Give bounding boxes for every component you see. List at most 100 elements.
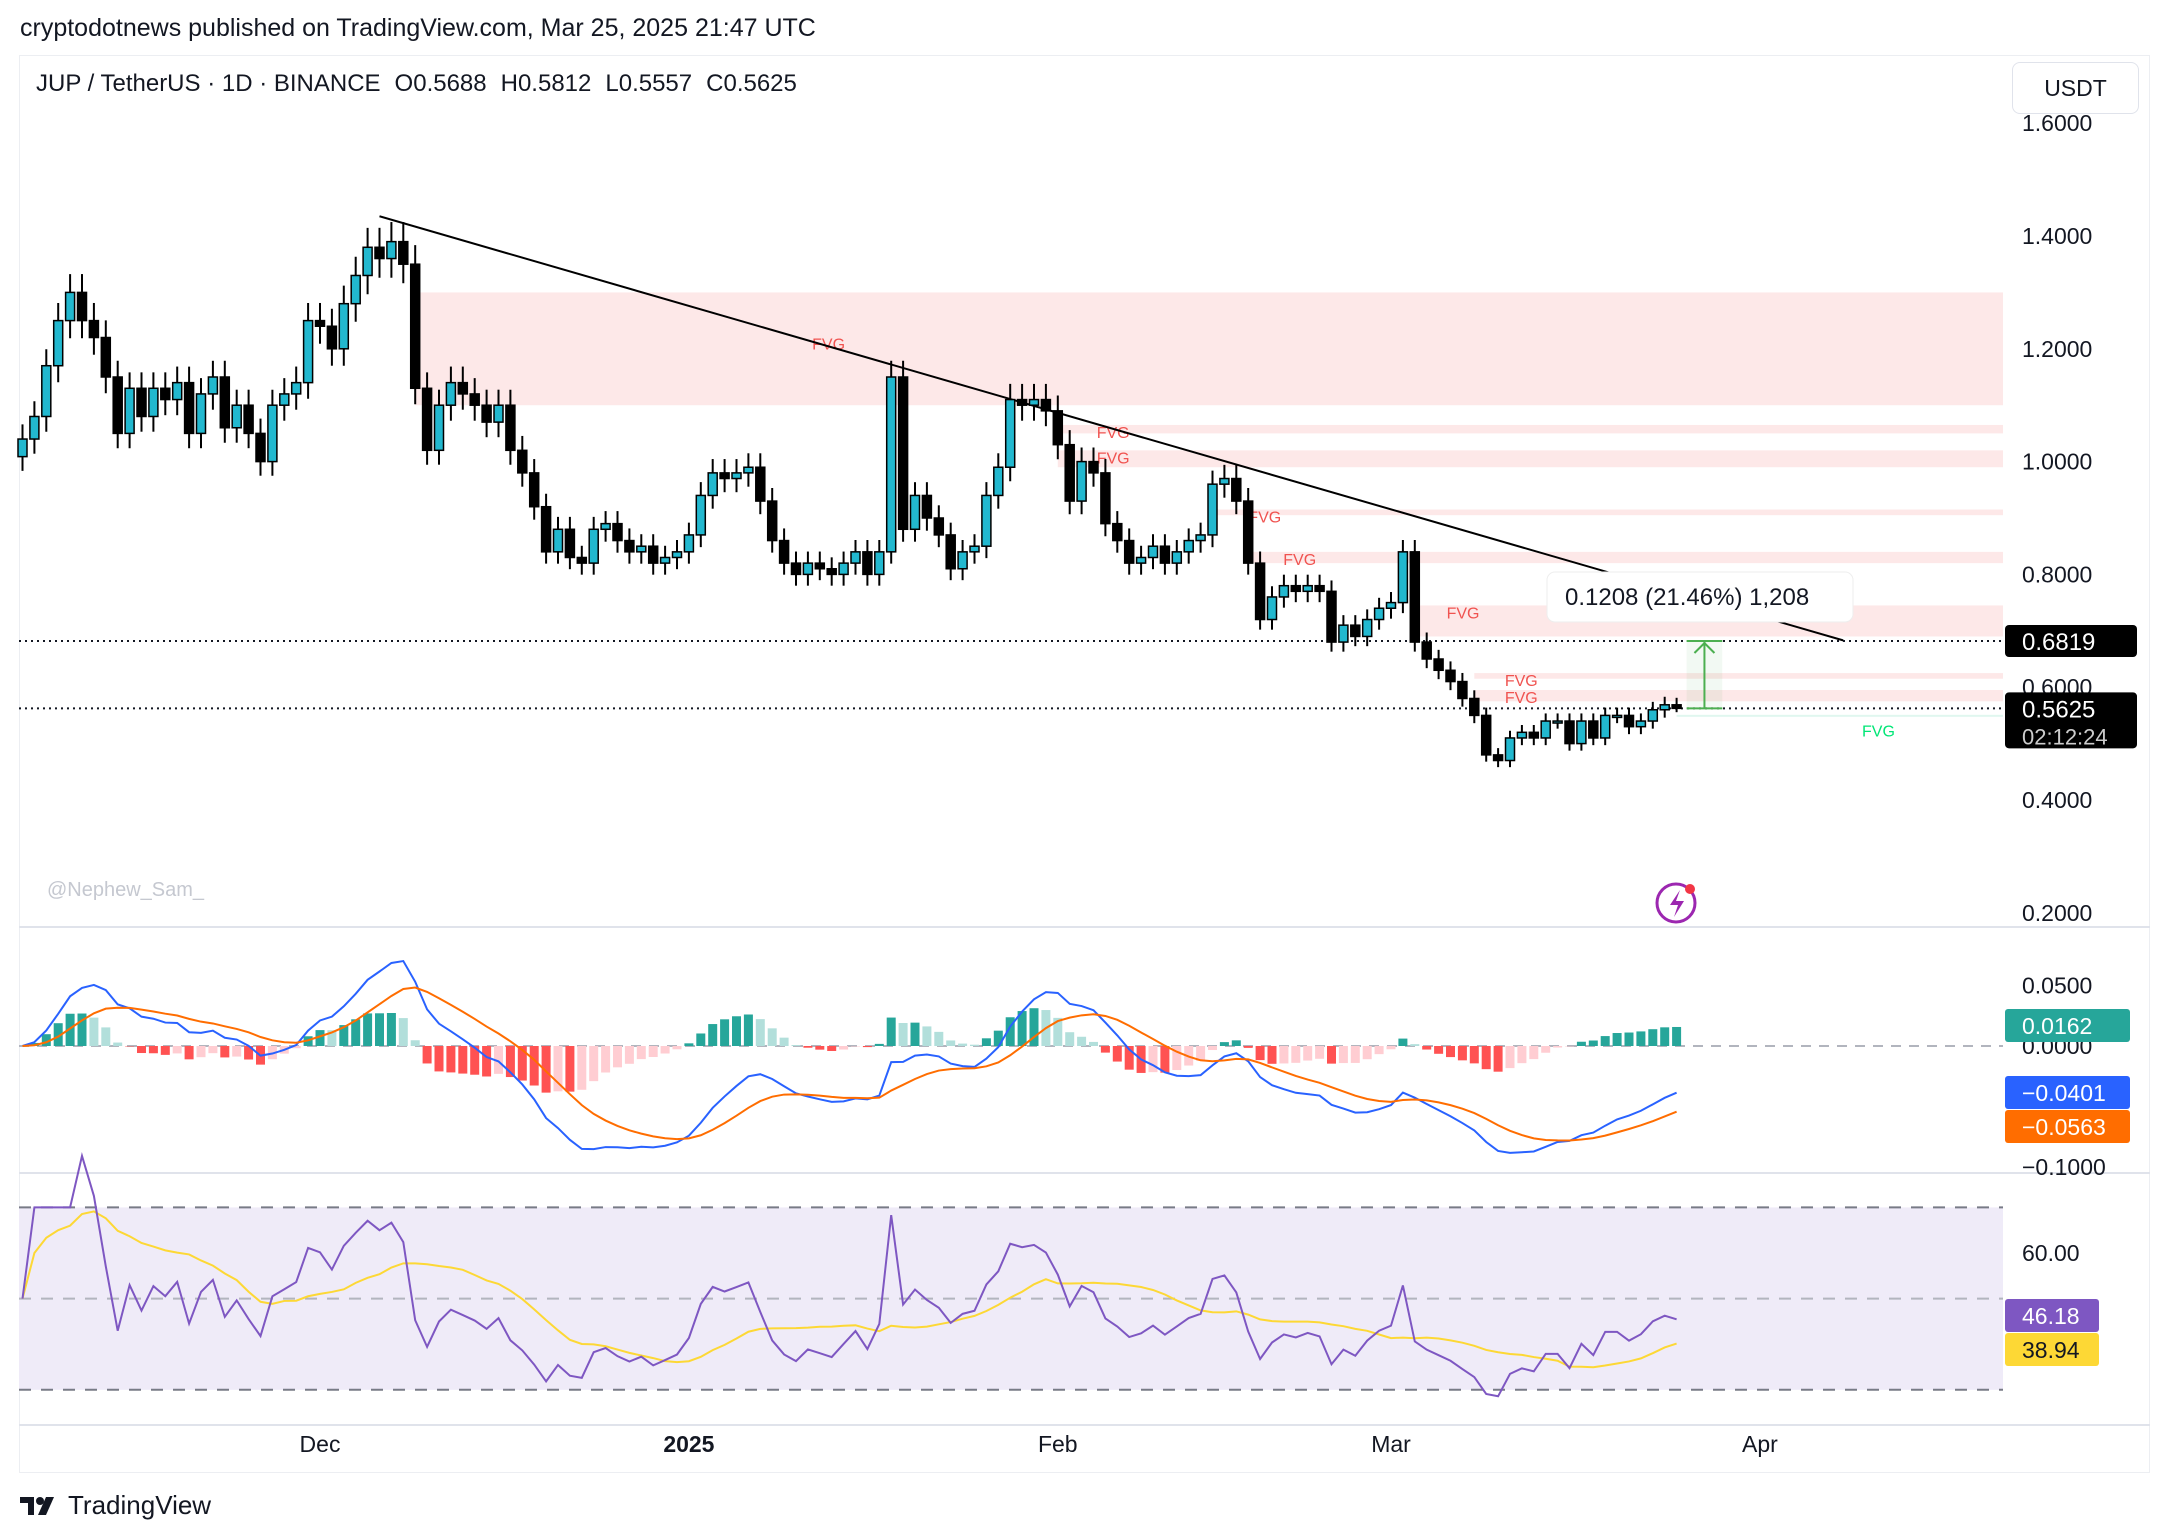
macd-histogram-bar xyxy=(101,1027,111,1046)
macd-histogram-bar xyxy=(375,1013,384,1046)
macd-histogram-bar xyxy=(839,1046,849,1050)
candle-body xyxy=(445,381,457,406)
candle-body xyxy=(1599,714,1611,739)
macd-histogram-bar xyxy=(315,1030,325,1046)
candle-body xyxy=(1516,731,1528,739)
candle-body xyxy=(1635,720,1647,728)
time-tick-label: Feb xyxy=(1038,1431,1078,1457)
candle-body xyxy=(481,404,492,423)
macd-histogram-bar xyxy=(1100,1046,1110,1053)
candle-body xyxy=(1088,460,1099,474)
candle-body xyxy=(1254,562,1266,621)
tradingview-footer[interactable]: TradingView xyxy=(20,1490,211,1521)
price-tick-label: 1.6000 xyxy=(2022,110,2092,136)
macd-histogram-bar xyxy=(1553,1046,1563,1048)
open-value: O0.5688 xyxy=(394,70,487,97)
rsi-tick-label: 60.00 xyxy=(2022,1240,2080,1266)
macd-histogram-bar xyxy=(41,1034,51,1046)
macd-histogram-bar xyxy=(244,1046,254,1060)
symbol-label[interactable]: JUP / TetherUS · 1D · BINANCE xyxy=(36,70,381,97)
macd-histogram-bar xyxy=(898,1023,908,1046)
candle-body xyxy=(1350,624,1361,638)
candle-body xyxy=(933,517,945,536)
macd-histogram-bar xyxy=(1600,1036,1610,1046)
candle-body xyxy=(719,472,730,480)
macd-histogram-bar xyxy=(958,1043,968,1046)
candle-body xyxy=(1611,714,1623,719)
macd-histogram-bar xyxy=(1386,1046,1396,1050)
publisher-caption: cryptodotnews published on TradingView.c… xyxy=(20,14,816,42)
price-line-value: 0.5625 xyxy=(2022,696,2095,723)
currency-button[interactable]: USDT xyxy=(2012,62,2139,114)
candle-body xyxy=(1195,534,1206,542)
fvg-label: FVG xyxy=(1248,510,1281,527)
macd-histogram-bar xyxy=(77,1013,87,1046)
candle-body xyxy=(981,494,992,547)
candle-body xyxy=(1433,658,1444,672)
lightning-icon xyxy=(1655,882,1697,924)
price-tick-label: 1.0000 xyxy=(2022,449,2092,475)
time-tick-label: Apr xyxy=(1742,1431,1778,1457)
price-tick-label: 0.4000 xyxy=(2022,787,2092,813)
price-tick-label: 0.2000 xyxy=(2022,900,2092,926)
rsi-ma-line xyxy=(21,1210,1677,1369)
candle-body xyxy=(1445,669,1456,683)
candle-body xyxy=(1290,584,1302,593)
candle-body xyxy=(921,494,933,519)
fvg-label: FVG xyxy=(1862,723,1895,740)
candle-body xyxy=(1278,584,1290,598)
macd-tick-label: 0.0500 xyxy=(2022,973,2092,999)
macd-histogram-bar xyxy=(1029,1008,1039,1046)
candle-body xyxy=(885,376,897,553)
candle-body xyxy=(671,551,683,559)
candle-body xyxy=(743,466,754,474)
macd-histogram-bar xyxy=(1017,1011,1027,1046)
macd-histogram-bar xyxy=(351,1019,361,1046)
candle-body xyxy=(862,551,873,576)
macd-histogram-bar xyxy=(1457,1046,1467,1061)
low-value: L0.5557 xyxy=(605,70,693,97)
macd-histogram-bar xyxy=(505,1046,515,1078)
macd-histogram-bar xyxy=(1124,1046,1134,1070)
macd-histogram-bar xyxy=(1208,1046,1217,1051)
macd-histogram-bar xyxy=(1612,1033,1622,1046)
candle-body xyxy=(362,246,373,277)
price-tick-label: 1.2000 xyxy=(2022,336,2092,362)
candle-body xyxy=(1064,443,1075,502)
candle-body xyxy=(1588,720,1599,739)
candle-body xyxy=(409,263,421,390)
candle-body xyxy=(1314,584,1325,593)
candle-body xyxy=(136,387,147,418)
macd-histogram-bar xyxy=(1112,1046,1122,1062)
macd-histogram-bar xyxy=(1231,1040,1241,1046)
rsi-value: 46.18 xyxy=(2022,1303,2080,1329)
candle-body xyxy=(1540,720,1551,739)
macd-histogram-bar xyxy=(529,1046,539,1086)
candle-body xyxy=(243,404,254,435)
tradingview-logo-icon xyxy=(20,1496,54,1515)
macd-histogram-bar xyxy=(398,1018,408,1046)
candle-body xyxy=(314,319,326,327)
candle-body xyxy=(993,466,1004,497)
macd-histogram-bar xyxy=(458,1046,468,1074)
macd-histogram-bar xyxy=(1576,1041,1586,1046)
macd-histogram-bar xyxy=(517,1046,527,1081)
candle-body xyxy=(1242,500,1254,564)
candle-body xyxy=(124,387,135,435)
candle-body xyxy=(814,562,826,570)
candle-body xyxy=(1028,398,1040,406)
macd-histogram-bar xyxy=(363,1013,373,1046)
macd-value-badge xyxy=(2005,1110,2130,1143)
candle-body xyxy=(374,246,385,260)
macd-histogram-bar xyxy=(886,1017,896,1046)
macd-histogram-bar xyxy=(1469,1046,1479,1064)
macd-histogram-bar xyxy=(1350,1046,1360,1063)
trendline xyxy=(379,215,1844,642)
macd-histogram-bar xyxy=(1315,1046,1325,1059)
macd-histogram-bar xyxy=(1267,1046,1277,1064)
macd-histogram-bar xyxy=(1446,1046,1455,1058)
candle-body xyxy=(1659,704,1670,711)
fvg-zone xyxy=(1057,450,2003,468)
macd-histogram-bar xyxy=(601,1046,611,1073)
